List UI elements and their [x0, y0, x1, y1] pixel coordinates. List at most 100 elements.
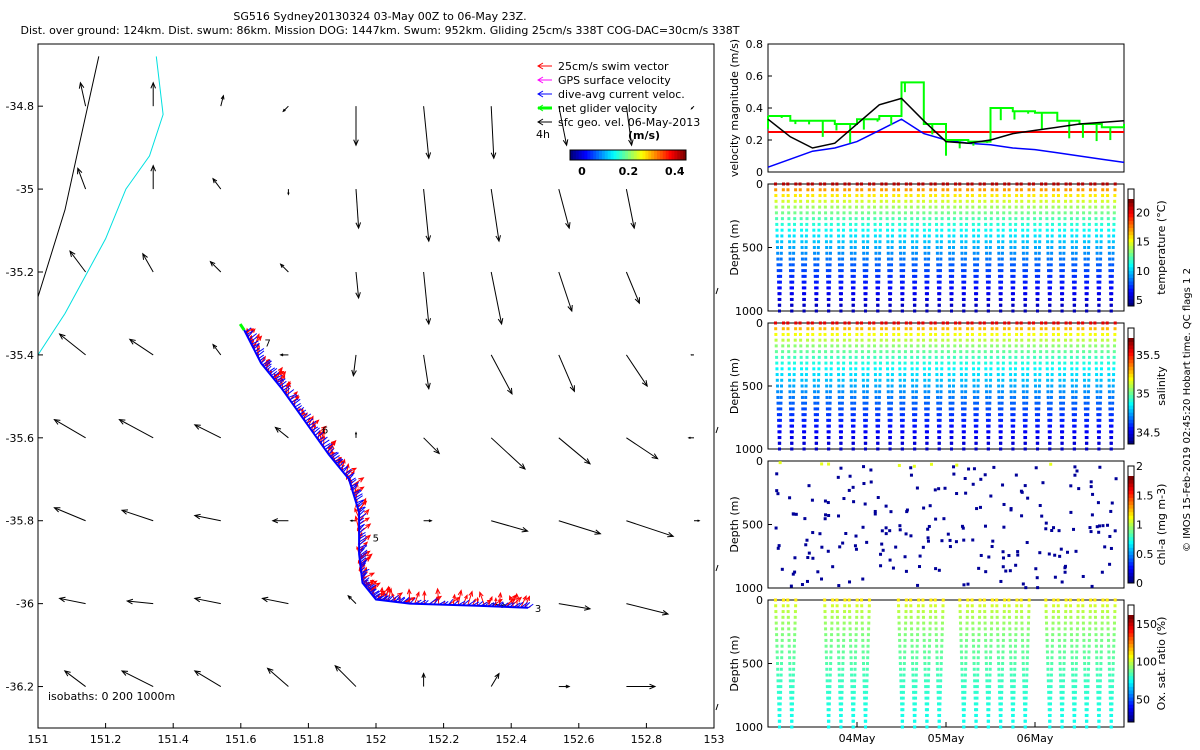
- current-arrow-0-9: [690, 105, 695, 110]
- salinity-pt-23-17a: [1059, 418, 1063, 422]
- current-arrow-1-7-shaft: [558, 188, 570, 229]
- temperature-pt-1-12a: [788, 251, 792, 255]
- chla-cbar-cell-6: [1128, 558, 1134, 563]
- salinity-pt-14-4b: [953, 344, 957, 348]
- temperature-pt-22-8b: [1050, 228, 1054, 232]
- oxygen-pt-16-20b: [974, 713, 978, 717]
- salinity-pt-5-13a: [837, 395, 841, 399]
- salinity-pt-16-21b: [974, 441, 978, 445]
- colorbar-cell-7: [590, 150, 594, 160]
- salinity-pt-17-0b: [990, 321, 994, 325]
- salinity-pt-18-11a: [997, 384, 1001, 388]
- oxygen-pt-27-10a: [1107, 656, 1111, 660]
- oxygen-pt-5-21b: [839, 719, 843, 723]
- temperature-pt-13-8a: [935, 228, 939, 232]
- salinity-pt-2-15a: [801, 407, 805, 411]
- oxygen-pt-26-9b: [1099, 650, 1103, 654]
- oxygen-pt-17-19b: [987, 708, 991, 712]
- salinity-pt-14-3b: [953, 338, 957, 342]
- dac-vector-91: [353, 490, 362, 497]
- oxygen-pt-27-15b: [1110, 685, 1114, 689]
- temperature-pt-13-14a: [936, 263, 940, 267]
- temperature-pt-4-0a: [823, 182, 827, 186]
- temperature-pt-26-9a: [1095, 234, 1099, 238]
- map-ytick-label-3: -35.4: [6, 349, 34, 362]
- temperature-pt-23-12b: [1062, 251, 1066, 255]
- salinity-pt-23-12a: [1058, 390, 1062, 394]
- temperature-pt-19-17b: [1012, 280, 1016, 284]
- oxygen-pt-7-18b: [864, 702, 868, 706]
- colorbar-cell-16: [616, 150, 620, 160]
- salinity-pt-5-19b: [839, 430, 843, 434]
- chla-pt-18-12: [1001, 556, 1005, 560]
- salinity-pt-15-8b: [964, 367, 968, 371]
- chla-pt-15-18: [964, 491, 968, 495]
- temperature-pt-25-18b: [1085, 286, 1089, 290]
- salinity-pt-14-5b: [953, 350, 957, 354]
- oxygen-pt-19-1b: [1015, 604, 1019, 608]
- temperature-pt-6-22b: [851, 309, 855, 313]
- temperature-pt-6-15a: [850, 269, 854, 273]
- temperature-pt-4-9a: [824, 234, 828, 238]
- swim-vector-24-head: [436, 595, 443, 601]
- salinity-pt-5-4a: [836, 344, 840, 348]
- salinity-pt-8-14a: [874, 401, 878, 405]
- temperature-pt-14-11b: [952, 246, 955, 249]
- colorbar-cell-27: [648, 150, 652, 160]
- temperature-pt-26-6b: [1100, 217, 1104, 221]
- salinity-pt-2-17a: [801, 418, 805, 422]
- oxygen-pt-12-14a: [923, 679, 927, 683]
- current-arrow-3-1: [128, 338, 154, 356]
- salinity-pt-0-9b: [780, 373, 784, 377]
- temperature-pt-12-7a: [922, 222, 926, 226]
- salinity-pt-8-1a: [872, 327, 876, 331]
- swim-vector-25-head: [422, 590, 427, 596]
- salinity-pt-11-17a: [912, 418, 916, 422]
- swim-vector-17-shaft: [462, 595, 468, 606]
- colorbar-cell-6: [587, 150, 591, 160]
- salinity-pt-12-14a: [923, 401, 927, 405]
- salinity-pt-8-6a: [873, 355, 877, 359]
- temperature-pt-24-12a: [1071, 251, 1075, 255]
- salinity-pt-13-17b: [938, 418, 942, 422]
- salinity-pt-1-11b: [792, 384, 796, 388]
- chla-pt-24-0: [1072, 527, 1076, 531]
- temperature-pt-23-11a: [1058, 246, 1062, 249]
- temperature-pt-17-11a: [984, 246, 988, 249]
- oxygen-pt-13-16b: [938, 690, 942, 694]
- current-arrow-3-1-shaft: [129, 338, 154, 356]
- swim-vector-2-head: [522, 595, 527, 601]
- temperature-pt-15-0a: [958, 182, 962, 186]
- temperature-pt-13-6a: [934, 217, 938, 221]
- chla-pt-8-6: [873, 509, 877, 513]
- temperature-pt-27-1b: [1113, 188, 1117, 192]
- temperature-pt-5-6a: [836, 217, 840, 221]
- salinity-pt-24-11a: [1070, 384, 1074, 388]
- salinity-pt-14-1a: [946, 327, 950, 331]
- oxygen-pt-19-11a: [1009, 662, 1013, 665]
- temperature-pt-9-14b: [890, 263, 894, 267]
- salinity-pt-16-1b: [978, 327, 982, 331]
- salinity-pt-7-22b: [864, 447, 867, 451]
- salinity-edge-mark: [715, 426, 719, 434]
- salinity-pt-9-16b: [889, 413, 893, 417]
- oxygen-pt-11-9b: [915, 650, 919, 654]
- current-arrow-7-7-head: [565, 684, 571, 689]
- temperature-pt-13-12b: [939, 251, 943, 255]
- oxygen-pt-22-16a: [1047, 690, 1051, 694]
- oxygen-pt-27-9a: [1107, 650, 1111, 654]
- salinity-pt-1-10b: [792, 378, 796, 382]
- temperature-pt-25-16a: [1084, 274, 1088, 278]
- chla-pt-5-3: [836, 475, 840, 479]
- temperature-pt-25-22b: [1085, 309, 1089, 313]
- salinity-pt-19-20b: [1011, 436, 1015, 440]
- temperature-pt-0-0a: [774, 182, 777, 186]
- salinity-pt-23-11b: [1062, 384, 1066, 388]
- temperature-pt-3-1a: [811, 188, 815, 192]
- salinity-pt-22-17b: [1049, 418, 1053, 422]
- oxygen-pt-7-0a: [860, 598, 863, 602]
- oxygen-pt-7-22b: [864, 725, 867, 729]
- current-arrow-2-3-head: [279, 263, 285, 268]
- salinity-pt-5-17a: [838, 418, 842, 422]
- salinity-pt-20-4a: [1020, 344, 1024, 348]
